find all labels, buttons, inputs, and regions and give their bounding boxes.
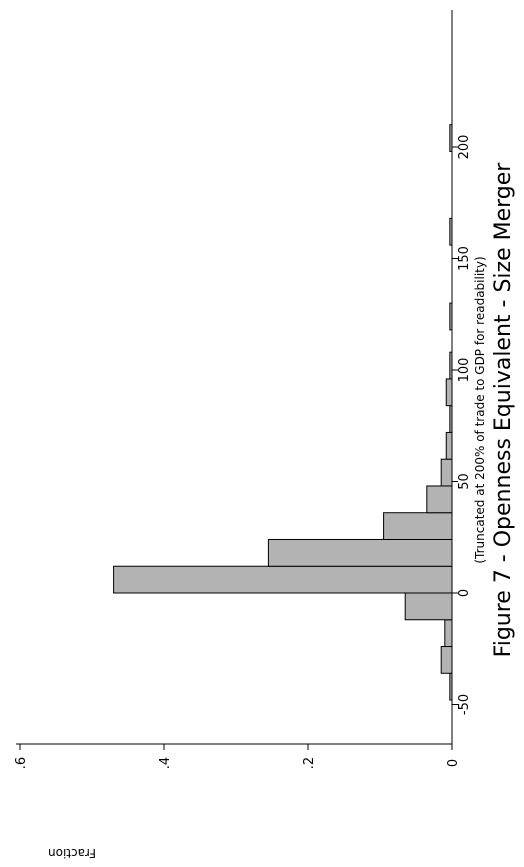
x-tick-label-4: 150: [457, 246, 472, 271]
y-axis-label: Fraction: [48, 846, 96, 860]
histogram-bar-9: [445, 431, 453, 460]
histogram-bar-2: [444, 619, 453, 648]
y-ticks-layer: 0 .2 .4 .6: [14, 744, 461, 769]
histogram-bar-1: [440, 646, 453, 674]
x-tick-label-0: -50: [457, 694, 472, 715]
histogram-bar-6: [383, 512, 453, 540]
y-tick-label-1: .2: [302, 757, 317, 769]
histogram-bar-7: [426, 485, 453, 514]
bars-layer: [113, 124, 453, 701]
x-axis-label: (Truncated at 200% of trade to GDP for r…: [473, 256, 487, 563]
histogram-bar-11: [445, 378, 453, 407]
x-tick-label-1: 0: [457, 589, 472, 597]
y-tick-label-2: .4: [158, 757, 173, 769]
chart-title: Figure 7 - Openness Equivalent - Size Me…: [491, 162, 516, 658]
x-tick-label-2: 50: [457, 473, 472, 490]
x-tick-label-3: 100: [457, 358, 472, 383]
histogram-bar-3: [404, 592, 453, 621]
x-tick-label-5: 200: [457, 135, 472, 160]
histogram-bar-8: [440, 458, 453, 487]
histogram-bar-4: [113, 565, 453, 594]
histogram-bar-5: [267, 538, 453, 567]
y-tick-label-0: 0: [446, 759, 461, 767]
x-ticks-layer: -50 0 50 100 150 200: [452, 135, 472, 715]
y-tick-label-3: .6: [14, 757, 29, 769]
